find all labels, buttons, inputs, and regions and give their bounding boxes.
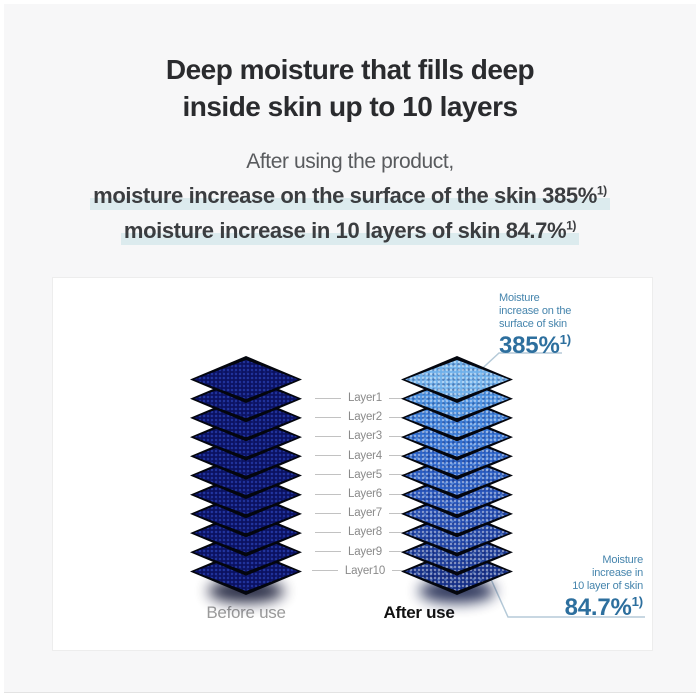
callout-caption: Moisture increase on the surface of skin (499, 292, 571, 331)
layer-label-row: Layer8 (305, 525, 425, 539)
layer-label-row: Layer7 (305, 506, 425, 520)
layer-label: Layer7 (348, 507, 382, 520)
page-background: Deep moisture that fills deep inside ski… (4, 4, 696, 693)
label-dash-right (388, 551, 415, 553)
layer-label: Layer8 (348, 526, 382, 539)
footnote-mark: 1) (566, 218, 577, 233)
subtitle: After using the product, (246, 150, 454, 173)
title-line-1: Deep moisture that fills deep (165, 54, 535, 85)
layer-label-row: Layer4 (305, 449, 425, 463)
footnote-mark: 1) (596, 183, 607, 198)
label-dash-right (388, 474, 415, 476)
surface-moisture-callout: Moisture increase on the surface of skin 3… (499, 292, 571, 358)
callout-caption-line: Moisture (499, 292, 540, 304)
layer-label: Layer10 (344, 564, 386, 577)
label-dash-left (315, 531, 342, 533)
layers-diagram-panel: Layer1 Layer2 Layer3 Layer4 Layer5 Layer6 Laye… (52, 277, 653, 651)
deep-moisture-value: 84.7%1) (564, 594, 644, 621)
label-dash-left (315, 493, 342, 495)
label-dash-left (315, 551, 342, 553)
before-use-stack (190, 356, 302, 604)
label-dash-left (311, 570, 338, 572)
label-dash-left (315, 416, 342, 418)
label-dash-right (388, 435, 415, 437)
layer-label-row: Layer6 (305, 487, 425, 501)
deep-moisture-callout: Moisture increase in 10 layer of skin 84.7… (564, 554, 644, 621)
callout-caption: Moisture increase in 10 layer of skin (565, 554, 643, 593)
label-dash-right (388, 531, 415, 533)
label-dash-right (388, 493, 415, 495)
label-dash-left (315, 474, 342, 476)
layer-label: Layer9 (348, 545, 382, 558)
label-dash-right (388, 397, 415, 399)
label-dash-left (315, 397, 342, 399)
layer-label: Layer5 (348, 468, 382, 481)
label-dash-right (388, 416, 415, 418)
layer-label-row: Layer2 (305, 410, 425, 424)
layer-label-row: Layer3 (305, 429, 425, 443)
callout-caption-line: 10 layer of skin (572, 580, 643, 592)
callout-caption-line: surface of skin (499, 318, 567, 330)
page-title: Deep moisture that fills deep inside ski… (4, 51, 696, 125)
label-dash-right (388, 512, 415, 514)
layer-label-row: Layer9 (305, 545, 425, 559)
label-dash-left (315, 455, 342, 457)
callout-caption-line: increase on the (499, 305, 572, 317)
layer-label: Layer6 (348, 488, 382, 500)
callout-caption-line: increase in (592, 567, 643, 579)
layer-label: Layer1 (348, 392, 382, 404)
layer-label: Layer2 (348, 411, 382, 424)
footnote-mark: 1) (631, 594, 644, 609)
after-use-stack (401, 356, 513, 604)
layer-label: Layer4 (348, 449, 382, 462)
label-dash-left (315, 512, 342, 514)
callout-caption-line: Moisture (602, 554, 643, 566)
surface-moisture-value: 385%1) (499, 332, 572, 359)
label-dash-right (388, 455, 415, 457)
layer-label: Layer3 (348, 430, 382, 443)
before-use-label: Before use (206, 603, 286, 622)
title-line-2: inside skin up to 10 layers (182, 91, 518, 122)
layer-label-row: Layer5 (305, 468, 425, 482)
label-dash-left (315, 435, 342, 437)
claim-line-1: moisture increase on the surface of the … (4, 183, 696, 210)
claim-line-2: moisture increase in 10 layers of skin 8… (4, 218, 696, 245)
layer-label-row: Layer1 (305, 391, 425, 405)
after-use-label: After use (383, 603, 455, 622)
footnote-mark: 1) (559, 332, 572, 347)
